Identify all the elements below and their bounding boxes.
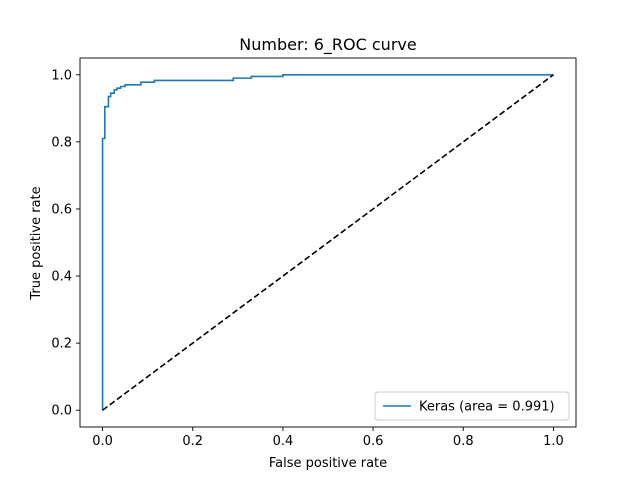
y-tick-label: 0.6 bbox=[51, 202, 72, 217]
axes-frame bbox=[79, 57, 577, 428]
chart-title: Number: 6_ROC curve bbox=[239, 35, 416, 55]
y-tick-label: 1.0 bbox=[51, 68, 72, 83]
y-tick-label: 0.0 bbox=[51, 404, 72, 419]
x-tick-label: 0.2 bbox=[182, 434, 203, 449]
x-tick-label: 0.4 bbox=[273, 434, 294, 449]
x-tick-label: 0.0 bbox=[92, 434, 113, 449]
y-tick-label: 0.2 bbox=[51, 337, 72, 352]
legend-box bbox=[374, 391, 570, 421]
legend-entry-label: Keras (area = 0.991) bbox=[419, 400, 555, 415]
series-line-0 bbox=[101, 73, 554, 411]
x-tick-label: 1.0 bbox=[543, 434, 564, 449]
y-axis-label: True positive rate bbox=[29, 186, 44, 300]
plot-area: 0.0 0.2 0.4 0.6 0.8 1.0 0.0 0.2 0.4 0.6 0.8 1.0 bbox=[51, 57, 577, 449]
x-axis-label: False positive rate bbox=[269, 456, 387, 471]
x-tick-label: 0.6 bbox=[363, 434, 384, 449]
legend: Keras (area = 0.991) bbox=[374, 391, 570, 421]
chance-diagonal-line bbox=[102, 74, 554, 411]
y-tick-label: 0.4 bbox=[51, 270, 72, 285]
y-tick-label: 0.8 bbox=[51, 135, 72, 150]
x-tick-label: 0.8 bbox=[453, 434, 474, 449]
